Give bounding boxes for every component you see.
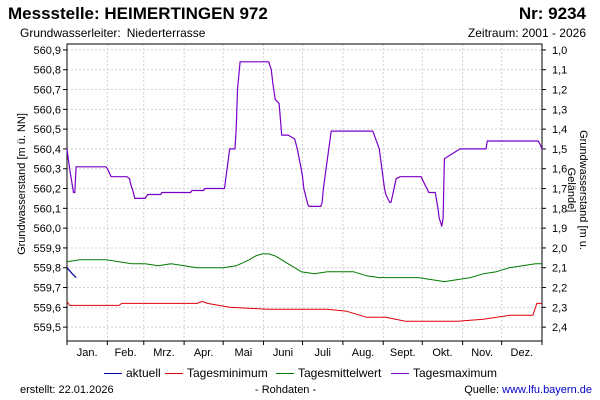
y-tick-label: 559,5: [33, 322, 61, 334]
rawdata-note: - Rohdaten -: [255, 384, 317, 396]
y2-tick-label: 1,6: [552, 164, 567, 176]
y2-tick-label: 1,5: [552, 144, 567, 156]
x-tick-label: Okt.: [432, 347, 452, 359]
legend-label: aktuell: [126, 366, 161, 380]
legend-label: Tagesminimum: [187, 366, 268, 380]
aquifer-info: Grundwasserleiter: Niederterrasse: [20, 26, 205, 40]
y-tick-label: 560,1: [33, 203, 61, 215]
y-tick-label: 560,0: [33, 223, 61, 235]
y2-tick-label: 1,9: [552, 223, 567, 235]
y2-tick-label: 1,3: [552, 104, 567, 116]
y-tick-label: 560,9: [33, 45, 61, 57]
y-tick-label: 560,6: [33, 104, 61, 116]
created-date: erstellt: 22.01.2026: [20, 384, 114, 396]
y-tick-label: 560,3: [33, 164, 61, 176]
x-tick-label: Aug.: [352, 347, 375, 359]
y2-tick-label: 1,4: [552, 124, 567, 136]
legend-item: Tagesmittelwert: [276, 366, 381, 380]
y2-tick-label: 1,0: [552, 45, 567, 57]
page-title: Messstelle: HEIMERTINGEN 972: [8, 4, 268, 23]
legend-item: aktuell: [104, 366, 161, 380]
y-tick-label: 559,6: [33, 302, 61, 314]
x-tick-label: Juni: [273, 347, 293, 359]
station-number: Nr: 9234: [518, 4, 586, 23]
source-link[interactable]: Quelle: www.lfu.bayern.de: [464, 384, 592, 396]
y2-tick-label: 1,1: [552, 65, 567, 77]
plot-frame: [66, 43, 543, 342]
y2-tick-label: 2,4: [552, 322, 567, 334]
legend-swatch: [165, 372, 183, 374]
legend-label: Tagesmittelwert: [298, 366, 382, 380]
y2-tick-label: 1,2: [552, 85, 567, 97]
chart-legend: aktuell Tagesminimum Tagesmittelwert Tagesm…: [0, 366, 600, 382]
x-tick-label: Jan.: [77, 347, 98, 359]
x-tick-label: Apr.: [194, 347, 214, 359]
aquifer-value: Niederterrasse: [126, 26, 206, 40]
series-line-tagesmaximum: [66, 61, 543, 227]
source-label: Quelle:: [464, 384, 503, 396]
series-line-aktuell: [66, 267, 77, 279]
y-tick-label: 560,4: [33, 144, 61, 156]
x-tick-label: Juli: [314, 347, 331, 359]
legend-item: Tagesminimum: [165, 366, 268, 380]
y2-tick-label: 2,3: [552, 302, 567, 314]
x-tick-label: Mrz.: [153, 347, 174, 359]
y-tick-label: 560,8: [33, 65, 61, 77]
legend-item: Tagesmaximum: [391, 366, 497, 380]
x-tick-label: Mai: [234, 347, 252, 359]
y-tick-label: 560,7: [33, 85, 61, 97]
x-tick-label: Dez.: [511, 347, 534, 359]
x-tick-label: Nov.: [471, 347, 493, 359]
legend-swatch: [104, 372, 122, 374]
legend-swatch: [276, 372, 294, 374]
y-tick-label: 559,9: [33, 243, 61, 255]
legend-swatch: [391, 372, 409, 374]
legend-label: Tagesmaximum: [413, 366, 498, 380]
y-tick-label: 560,2: [33, 184, 61, 196]
y-tick-label: 560,5: [33, 124, 61, 136]
y-tick-label: 559,8: [33, 263, 61, 275]
y2-tick-label: 2,2: [552, 283, 567, 295]
y2-tick-label: 1,8: [552, 203, 567, 215]
aquifer-label: Grundwasserleiter:: [20, 26, 121, 40]
source-url[interactable]: www.lfu.bayern.de: [502, 384, 592, 396]
y2-tick-label: 2,1: [552, 263, 567, 275]
x-tick-label: Sept.: [390, 347, 416, 359]
y-tick-label: 559,7: [33, 283, 61, 295]
x-tick-label: Feb.: [115, 347, 137, 359]
period-label: Zeitraum: 2001 - 2026: [467, 26, 586, 40]
y2-tick-label: 2,0: [552, 243, 567, 255]
series-line-tagesminimum: [66, 300, 542, 322]
series-line-tagesmittelwert: [66, 253, 542, 283]
y2-tick-label: 1,7: [552, 184, 567, 196]
